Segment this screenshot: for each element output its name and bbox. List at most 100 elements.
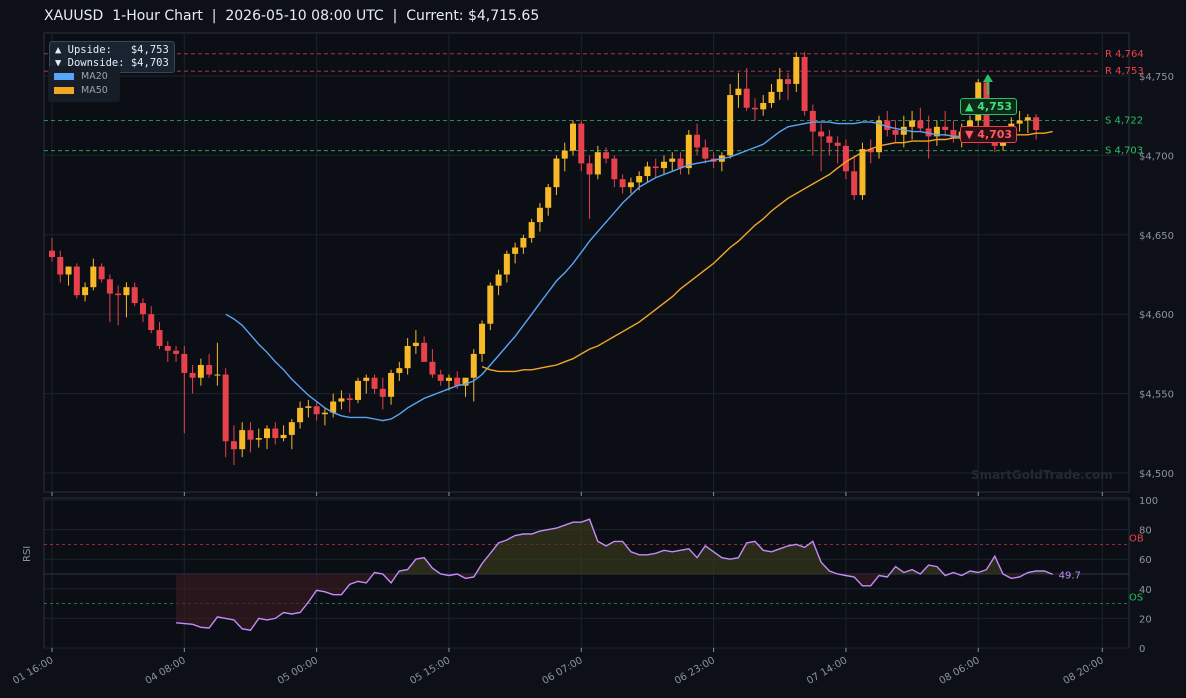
candle-body xyxy=(627,182,634,188)
candle-body xyxy=(379,388,386,397)
candle-body xyxy=(644,166,651,177)
candle-body xyxy=(669,158,676,162)
candle-body xyxy=(603,152,610,159)
candle-body xyxy=(297,407,304,423)
candle-body xyxy=(652,166,659,169)
candle-body xyxy=(156,330,163,346)
candle-body xyxy=(470,353,477,378)
candle-body xyxy=(553,158,560,188)
candle-body xyxy=(900,126,907,135)
overbought-label: OB xyxy=(1129,533,1144,544)
candle-body xyxy=(727,95,734,156)
candle-body xyxy=(388,372,395,397)
candle-body xyxy=(818,131,825,137)
candle-body xyxy=(330,401,337,413)
candle-body xyxy=(586,163,593,175)
legend-item-ma20: MA20 xyxy=(54,69,114,83)
candle-body xyxy=(123,287,130,296)
rsi-tick-label: 20 xyxy=(1139,614,1152,625)
candle-body xyxy=(925,128,932,137)
rsi-panel: 0 20 40 60 80 100 OB OS 49.7 xyxy=(43,496,1158,655)
candle-body xyxy=(487,285,494,324)
price-tick-label: $4,650 xyxy=(1139,231,1174,242)
rsi-tick-label: 40 xyxy=(1139,585,1152,596)
candle-body xyxy=(90,266,97,288)
rsi-tick-label: 100 xyxy=(1139,496,1158,507)
candle-body xyxy=(65,266,72,275)
candle-body xyxy=(826,136,833,143)
candle-body xyxy=(148,314,155,331)
x-tick-label: 04 08:00 xyxy=(144,655,188,687)
rsi-tick-label: 80 xyxy=(1139,526,1152,537)
candle-body xyxy=(239,430,246,450)
legend: MA20 MA50 xyxy=(48,66,120,102)
candle-body xyxy=(247,430,254,440)
candle-body xyxy=(892,129,899,135)
rsi-fill-above xyxy=(176,519,1053,574)
rsi-tick-label: 0 xyxy=(1139,644,1145,655)
candle-body xyxy=(909,120,916,127)
candle-body xyxy=(545,187,552,208)
level-label: R 4,753 xyxy=(1105,66,1144,77)
candle-body xyxy=(834,142,841,146)
candle-body xyxy=(536,207,543,223)
price-tick-label: $4,600 xyxy=(1139,310,1174,321)
candle-body xyxy=(363,377,370,381)
candle-body xyxy=(346,398,353,400)
candle-body xyxy=(131,287,138,304)
rsi-axis-label: RSI xyxy=(22,545,33,562)
candle-body xyxy=(859,149,866,196)
rsi-fill-below xyxy=(176,574,1053,631)
candle-body xyxy=(280,434,287,439)
legend-label-ma50: MA50 xyxy=(81,84,108,96)
candle-body xyxy=(768,91,775,103)
candle-body xyxy=(751,107,758,110)
candle-body xyxy=(462,377,469,386)
candle-body xyxy=(57,257,64,275)
level-label: S 4,722 xyxy=(1105,115,1143,126)
chart-title: XAUUSD 1-Hour Chart | 2026-05-10 08:00 U… xyxy=(44,8,540,24)
candle-body xyxy=(272,428,279,439)
rsi-last-label: 49.7 xyxy=(1059,570,1081,581)
candle-body xyxy=(82,287,89,296)
candle-body xyxy=(437,374,444,381)
candle-body xyxy=(404,345,411,369)
candle-body xyxy=(809,110,816,132)
downside-tag: ▼ 4,703 xyxy=(960,126,1018,143)
candle-body xyxy=(735,88,742,96)
candle-body xyxy=(139,303,146,315)
candle-body xyxy=(776,79,783,92)
candle-body xyxy=(933,126,940,137)
candle-body xyxy=(255,438,262,440)
candle-body xyxy=(685,134,692,169)
candle-body xyxy=(173,350,180,354)
x-tick-label: 01 16:00 xyxy=(11,655,55,687)
candle-body xyxy=(479,323,486,354)
candle-body xyxy=(73,266,80,296)
candle-body xyxy=(429,361,436,375)
candle-body xyxy=(917,120,924,129)
legend-item-ma50: MA50 xyxy=(54,83,114,97)
candle-body xyxy=(760,102,767,110)
oversold-label: OS xyxy=(1129,593,1143,604)
ma50-swatch xyxy=(54,86,74,94)
candle-body xyxy=(421,342,428,362)
candle-body xyxy=(1016,120,1023,124)
candle-body xyxy=(264,428,271,439)
x-tick-label: 05 15:00 xyxy=(408,655,452,687)
candle-body xyxy=(950,129,957,138)
x-tick-label: 06 07:00 xyxy=(541,655,585,687)
level-label: R 4,764 xyxy=(1105,49,1144,60)
candle-body xyxy=(570,123,577,151)
candle-body xyxy=(115,293,122,296)
candle-body xyxy=(354,380,361,400)
x-tick-label: 08 06:00 xyxy=(937,655,981,687)
candle-body xyxy=(189,372,196,378)
candle-body xyxy=(619,179,626,188)
candle-body xyxy=(313,406,320,415)
watermark: SmartGoldTrade.com xyxy=(971,468,1113,482)
x-tick-label: 06 23:00 xyxy=(673,655,717,687)
candle-body xyxy=(98,266,105,280)
